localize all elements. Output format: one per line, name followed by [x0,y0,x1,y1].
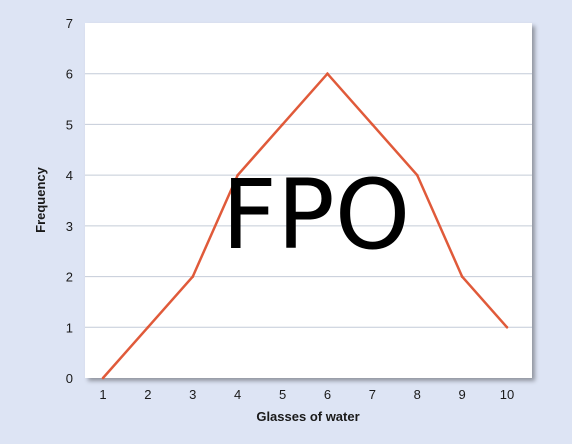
data-point [371,123,374,126]
y-axis-title: Frequency [33,166,48,233]
data-point [281,123,284,126]
y-tick-label: 6 [66,67,73,82]
data-points [101,72,509,380]
x-tick-labels: 1 2 3 4 5 6 7 8 9 10 [99,387,514,402]
series-line [102,71,508,379]
fpo-watermark: FPO [222,159,411,271]
y-tick-label: 3 [66,219,73,234]
x-tick-label: 7 [369,387,376,402]
x-tick-label: 6 [324,387,331,402]
y-tick-label: 0 [66,371,73,386]
x-tick-label: 10 [500,387,514,402]
plot-area [85,23,532,378]
data-point [236,173,239,177]
series-lines [102,71,508,379]
y-tick-label: 7 [66,16,73,31]
data-point [460,275,464,278]
data-point [415,173,419,177]
x-tick-label: 4 [234,387,241,402]
data-point [191,275,195,278]
grid-lines [85,73,532,328]
y-tick-labels: 0 1 2 3 4 5 6 7 [66,16,73,386]
x-axis-title: Glasses of water [256,409,359,424]
x-tick-label: 2 [144,387,151,402]
y-tick-label: 4 [66,168,73,183]
data-point [326,72,329,76]
x-tick-label: 5 [279,387,286,402]
x-tick-label: 9 [458,387,465,402]
x-tick-label: 8 [414,387,421,402]
data-point [505,325,509,329]
data-point [146,325,150,329]
x-tick-label: 1 [99,387,106,402]
data-point [101,376,105,380]
y-tick-label: 5 [66,117,73,132]
y-tick-label: 1 [66,320,73,335]
x-tick-label: 3 [189,387,196,402]
y-tick-label: 2 [66,270,73,285]
